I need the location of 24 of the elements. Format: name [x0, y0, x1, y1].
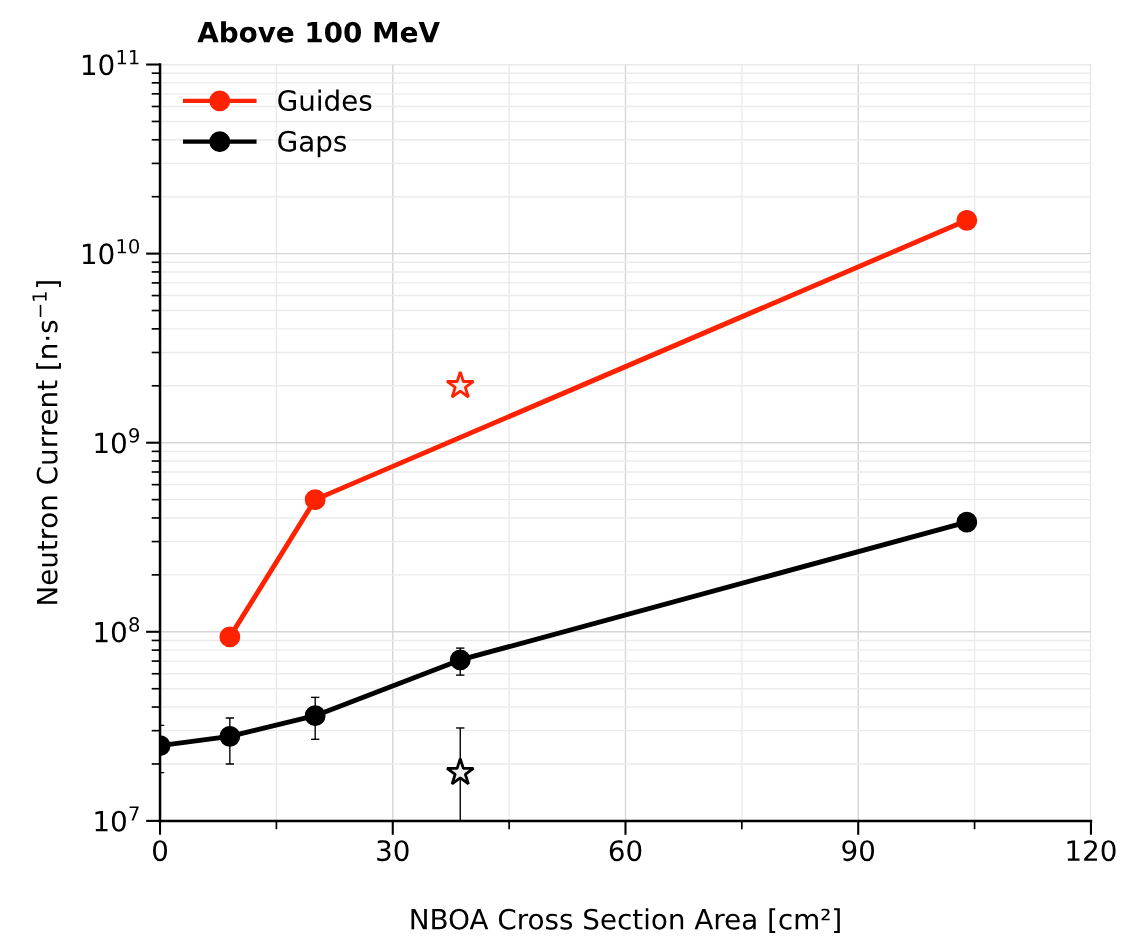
point — [304, 705, 326, 727]
legend-label: Gaps — [278, 130, 346, 158]
x-tick-label: 60 — [609, 840, 642, 862]
chart-title: Above 100 MeV — [197, 21, 440, 43]
x-tick-label: 0 — [153, 840, 168, 862]
point — [445, 757, 475, 786]
point — [304, 489, 326, 511]
point — [956, 511, 978, 533]
x-axis-title: NBOA Cross Section Area [cm²] — [411, 908, 840, 933]
x-tick-label: 90 — [842, 840, 875, 862]
y-tick-label: 10$^{8}$ — [95, 617, 140, 643]
y-tick-label: 10$^{7}$ — [95, 806, 139, 832]
y-tick-label: 10$^{9}$ — [95, 427, 140, 454]
legend-label: Guides — [278, 89, 372, 112]
x-tick-label: 30 — [377, 840, 409, 862]
y-tick-label: 10$^{10}$ — [82, 238, 139, 265]
x-tick-label: 120 — [1067, 840, 1116, 862]
y-tick-label: 10$^{11}$ — [82, 50, 139, 76]
point — [445, 370, 475, 399]
point — [956, 209, 978, 231]
point — [219, 725, 241, 747]
point — [219, 626, 241, 648]
point — [449, 649, 471, 671]
y-axis-title: Neutron Current [n·s$^{−1}$] — [32, 281, 61, 604]
